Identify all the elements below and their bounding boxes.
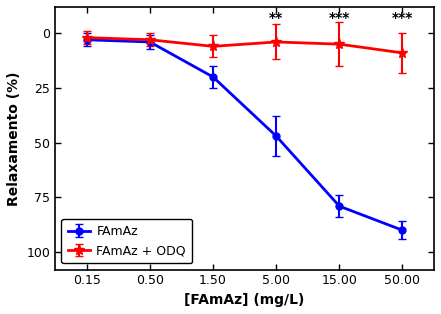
Text: ***: *** <box>329 11 350 25</box>
Y-axis label: Relaxamento (%): Relaxamento (%) <box>7 71 21 206</box>
Text: ***: *** <box>392 11 413 25</box>
X-axis label: [FAmAz] (mg/L): [FAmAz] (mg/L) <box>184 293 305 307</box>
Legend: FAmAz, FAmAz + ODQ: FAmAz, FAmAz + ODQ <box>61 219 192 263</box>
Text: **: ** <box>269 11 283 25</box>
